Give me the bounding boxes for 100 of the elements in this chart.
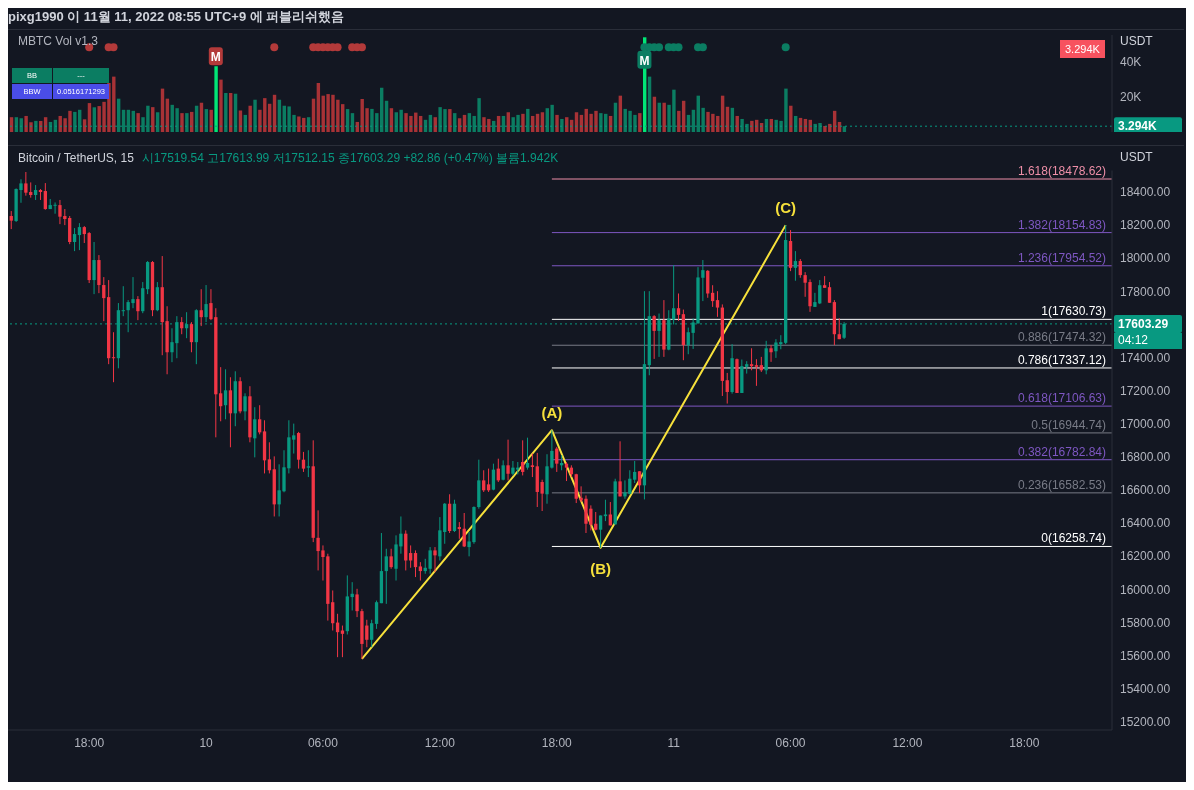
x-tick-label: 06:00 — [307, 735, 339, 750]
ref-line-label: 0.618(17106.63) — [1017, 391, 1106, 406]
candlestick — [253, 406, 257, 458]
ref-line-label: 0.236(16582.53) — [1017, 477, 1106, 492]
candlestick — [491, 463, 496, 491]
y-tick-label: 17200.00 — [1120, 383, 1171, 398]
candlestick — [774, 338, 778, 359]
candlestick — [141, 281, 145, 314]
candlestick — [525, 437, 530, 471]
bar — [477, 98, 481, 132]
candlestick — [676, 292, 681, 322]
candlestick — [418, 561, 423, 582]
candlestick — [506, 439, 510, 481]
y-tick-label: 15600.00 — [1120, 648, 1171, 663]
bar — [550, 104, 554, 132]
bar — [34, 120, 38, 132]
chart-title: Bitcoin / TetherUS, 15 — [18, 151, 134, 165]
bar — [399, 109, 403, 132]
pin-marker: M — [637, 50, 652, 69]
candlestick — [136, 295, 140, 321]
bar — [214, 66, 218, 132]
y-tick-label: 17400.00 — [1120, 350, 1171, 365]
candlestick — [623, 479, 627, 500]
bar — [185, 113, 189, 132]
candlestick — [77, 222, 82, 251]
ref-line-label: 1(17630.73) — [1041, 304, 1106, 319]
candlestick — [384, 548, 388, 605]
candlestick — [754, 358, 759, 387]
ref-line-label: 0.786(17337.12) — [1017, 352, 1106, 367]
ref-line-label: 0.886(17474.32) — [1017, 330, 1106, 345]
ref-line-label: 17603.29 — [1118, 316, 1169, 331]
ref-line-label: 0.5(16944.74) — [1031, 417, 1106, 432]
candlestick — [389, 548, 393, 570]
x-tick-label: 11 — [667, 735, 681, 750]
y-tick-label: 16400.00 — [1120, 516, 1171, 531]
candlestick — [715, 290, 720, 318]
y-tick-label: 16000.00 — [1120, 582, 1171, 597]
candlestick — [486, 468, 491, 493]
candlestick — [374, 600, 379, 630]
candlestick — [530, 453, 535, 478]
bar — [136, 113, 140, 132]
candlestick — [24, 171, 28, 197]
bar — [521, 113, 525, 132]
candlestick — [306, 449, 311, 478]
bar — [224, 93, 228, 132]
bar — [638, 113, 642, 132]
candlestick — [68, 215, 72, 245]
ref-line-label: 0(16258.74) — [1041, 531, 1106, 546]
y-axis-title: USDT — [1120, 150, 1153, 164]
candlestick — [189, 321, 194, 353]
bar — [219, 79, 223, 132]
candlestick — [102, 276, 106, 322]
chart-title: MBTC Vol v1.3 — [18, 34, 99, 48]
bar — [789, 105, 793, 132]
annotation: (A) — [541, 404, 563, 422]
candlestick — [267, 441, 272, 474]
y-tick-label: 16800.00 — [1120, 450, 1171, 465]
candlestick — [618, 440, 622, 497]
y-tick-label: 18200.00 — [1120, 218, 1171, 233]
candlestick — [331, 589, 335, 632]
y-tick-label: 16200.00 — [1120, 549, 1171, 564]
ref-line-label: 3.294K — [1118, 119, 1158, 134]
candlestick — [428, 546, 432, 575]
candlestick — [370, 619, 374, 648]
candlestick — [598, 514, 603, 549]
x-tick-label: 12:00 — [892, 735, 923, 750]
text: pixg1990 이 11월 11, 2022 08:55 UTC+9 에 퍼블리쉬했음 — [8, 8, 345, 26]
bar — [175, 108, 179, 132]
candlestick — [243, 392, 247, 421]
candlestick — [111, 331, 116, 383]
candlestick — [72, 227, 77, 252]
bar — [297, 116, 301, 132]
candlestick — [228, 376, 233, 448]
bar — [180, 113, 184, 132]
bar — [526, 108, 530, 132]
annotation: 3.294K — [1060, 40, 1105, 58]
candlestick — [521, 439, 525, 476]
candlestick — [564, 461, 569, 482]
text: 04:12 — [1114, 332, 1182, 349]
candlestick — [199, 288, 203, 327]
candlestick — [764, 340, 768, 375]
candlestick — [155, 281, 160, 312]
y-tick-label: 18000.00 — [1120, 251, 1171, 266]
x-tick-label: 18:00 — [74, 735, 105, 750]
x-tick-label: 06:00 — [775, 735, 806, 750]
ref-line-label: 1.382(18154.83) — [1017, 217, 1106, 232]
annotation: (C) — [775, 199, 797, 217]
candlestick — [219, 366, 223, 422]
bar — [750, 120, 754, 132]
y-tick-label: 20K — [1120, 89, 1142, 104]
x-tick-label: 12:00 — [424, 735, 456, 750]
candlestick — [355, 588, 359, 618]
bar — [555, 114, 559, 132]
x-tick-label: 18:00 — [1009, 735, 1040, 750]
candlestick — [257, 404, 262, 435]
y-tick-label: 17000.00 — [1120, 417, 1171, 432]
candlestick — [9, 210, 13, 230]
chart-subtitle: 시17519.54 고17613.99 저17512.15 종17603.29 +82.86 (+0.47%) 볼륨1.942K — [141, 151, 559, 165]
bar — [448, 109, 452, 132]
candlestick — [793, 250, 798, 282]
